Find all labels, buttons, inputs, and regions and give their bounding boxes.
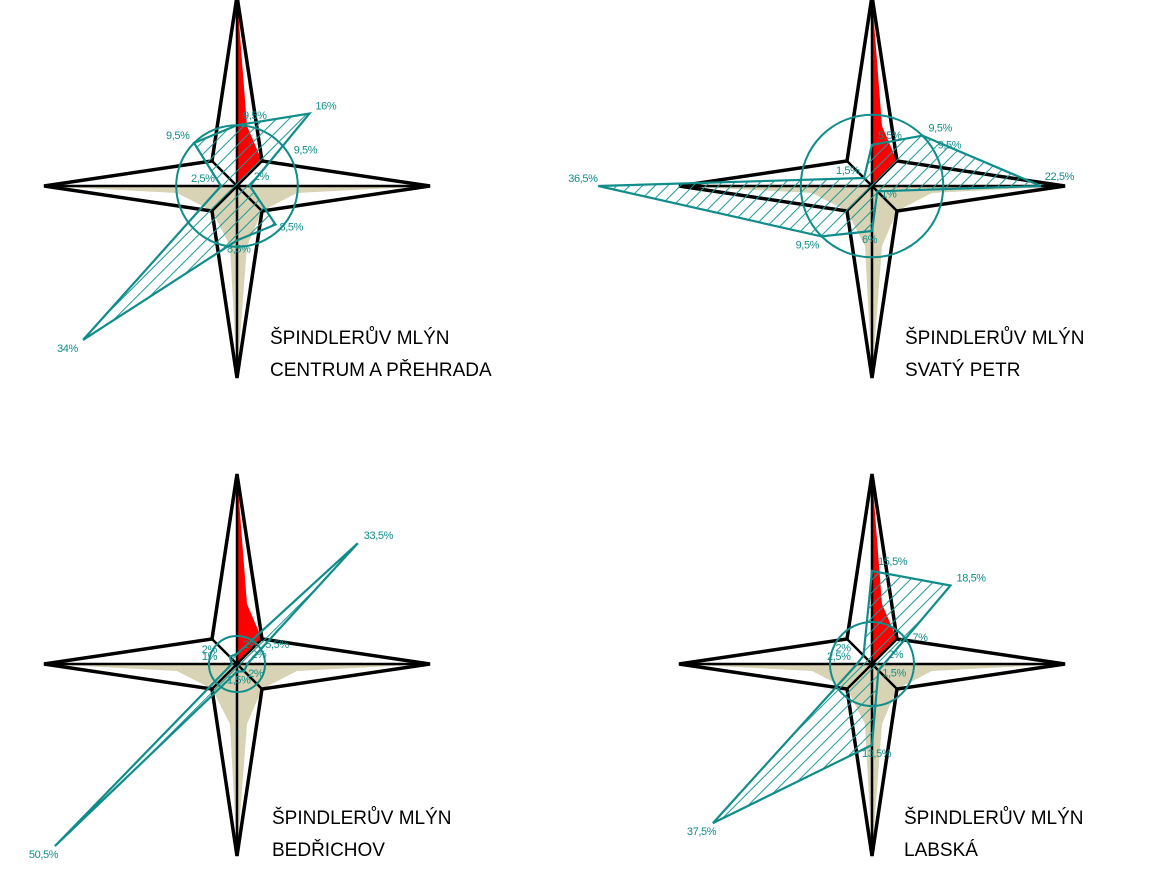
value-label-e: 2% [251, 649, 267, 661]
star-arm-fill-5 [212, 664, 237, 856]
value-label-w: 36,5% [568, 173, 598, 185]
chart-title-line-2: CENTRUM A PŘEHRADA [270, 359, 492, 381]
value-label-s: 8,5% [227, 243, 251, 255]
value-label-s: 1,5% [227, 675, 251, 687]
value-label-sw: 9,5% [796, 239, 820, 251]
value-label-s: 6% [862, 234, 878, 246]
wind-rose-chart-2: 5,5% 9,5% 22,5% 1% 6% 9,5% 36,5% 1,5% 9,5% ŠPIND… [568, 0, 1085, 381]
value-label-e: 2% [888, 649, 904, 661]
reference-circle [207, 634, 267, 694]
value-label-nw: 1,5% [836, 165, 860, 177]
star-arm-fill-7 [44, 161, 237, 186]
value-label-sw: 34% [57, 343, 78, 355]
star-arm-fill-2 [237, 639, 430, 664]
value-label-e: 2% [254, 171, 270, 183]
star-arm-fill-4 [872, 664, 897, 856]
value-labels: 2%33,5%2%2%1,5%50,5%1%2% 5,5% [29, 530, 394, 861]
compass-star [43, 473, 431, 857]
star-arm-fill-2 [872, 639, 1065, 664]
star-arm-fill-0 [847, 474, 872, 664]
wind-rose-polygon [712, 569, 953, 825]
reference-circle-label: 7% [912, 632, 928, 644]
value-label-se: 8,5% [280, 222, 304, 234]
star-arm-fill-5 [847, 186, 872, 378]
wind-rose-area [598, 134, 1042, 238]
star-arm-fill-4 [872, 186, 897, 378]
wind-rose-polygon [82, 112, 313, 341]
chart-title-line-1: ŠPINDLERŮV MLÝN [904, 807, 1084, 829]
value-label-sw: 37,5% [687, 826, 717, 838]
star-arm-fill-7 [679, 639, 872, 664]
value-label-e: 22,5% [1045, 171, 1075, 183]
wind-rose-chart-3: 2%33,5%2%2%1,5%50,5%1%2% 5,5% ŠPINDLERŮV … [29, 473, 452, 861]
wind-rose-polygon [54, 542, 359, 847]
star-arm-fill-6 [44, 186, 237, 211]
value-label-se: 1% [881, 188, 897, 200]
chart-title-line-1: ŠPINDLERŮV MLÝN [905, 327, 1085, 349]
reference-circle-label: 9,5% [294, 145, 318, 157]
reference-circle-label: 9,5% [938, 139, 962, 151]
value-labels: 9,5% 16% 2% 8,5% 8,5% 34% 2,5% 9,5% 9,5% [57, 101, 337, 355]
star-arm-fill-0 [847, 0, 872, 186]
wind-rose-chart-1: 9,5% 16% 2% 8,5% 8,5% 34% 2,5% 9,5% 9,5% ŠPINDLE… [43, 0, 492, 381]
wind-rose-area [82, 112, 313, 341]
star-arm-fill-6 [679, 664, 872, 689]
star-arm-fill-3 [237, 186, 430, 211]
value-label-w: 2,5% [827, 651, 851, 663]
value-label-w: 1% [202, 651, 218, 663]
value-label-n: 15,5% [878, 556, 908, 568]
chart-title-line-2: LABSKÁ [904, 840, 978, 861]
wind-rose-area [712, 569, 953, 825]
value-label-n: 2% [243, 639, 259, 651]
value-labels: 15,5%18,5%2%1,5%13,5%37,5%2,5%2%7% [687, 556, 987, 838]
star-arm-fill-1 [872, 0, 897, 186]
chart-title-line-1: ŠPINDLERŮV MLÝN [272, 807, 452, 829]
reference-circle-label: 5,5% [265, 639, 289, 651]
star-arm-fill-3 [237, 664, 430, 689]
star-arm-fill-6 [44, 664, 237, 689]
star-arm-fill-3 [872, 186, 1065, 211]
value-label-ne: 9,5% [928, 123, 952, 135]
value-label-sw: 50,5% [29, 849, 59, 861]
star-arm-fill-0 [212, 474, 237, 664]
wind-rose-polygon [598, 113, 1042, 259]
star-arm-fill-3 [872, 664, 1065, 689]
chart-title-line-2: SVATÝ PETR [905, 360, 1020, 381]
chart-title-line-2: BEDŘICHOV [272, 839, 385, 861]
star-arm-fill-1 [237, 474, 262, 664]
value-label-se: 2% [248, 668, 264, 680]
value-label-ne: 33,5% [364, 530, 394, 542]
value-labels: 5,5% 9,5% 22,5% 1% 6% 9,5% 36,5% 1,5% 9,5% [568, 123, 1075, 252]
value-label-nw: 2% [836, 643, 852, 655]
value-label-n: 5,5% [878, 130, 902, 142]
value-label-nw: 9,5% [166, 130, 190, 142]
wind-rose-chart-4: 15,5%18,5%2%1,5%13,5%37,5%2,5%2%7% ŠPIND… [678, 473, 1084, 861]
wind-rose-area [54, 542, 359, 847]
chart-title-line-1: ŠPINDLERŮV MLÝN [270, 327, 450, 349]
star-arm-fill-2 [237, 161, 430, 186]
value-label-n: 9,5% [243, 110, 267, 122]
value-label-se: 1,5% [882, 667, 906, 679]
star-arm-fill-4 [237, 664, 262, 856]
value-label-w: 2,5% [191, 173, 215, 185]
value-label-s: 13,5% [862, 748, 892, 760]
value-label-ne: 18,5% [957, 573, 987, 585]
value-label-nw: 2% [202, 644, 218, 656]
star-arm-fill-7 [44, 639, 237, 664]
value-label-ne: 16% [315, 101, 336, 113]
